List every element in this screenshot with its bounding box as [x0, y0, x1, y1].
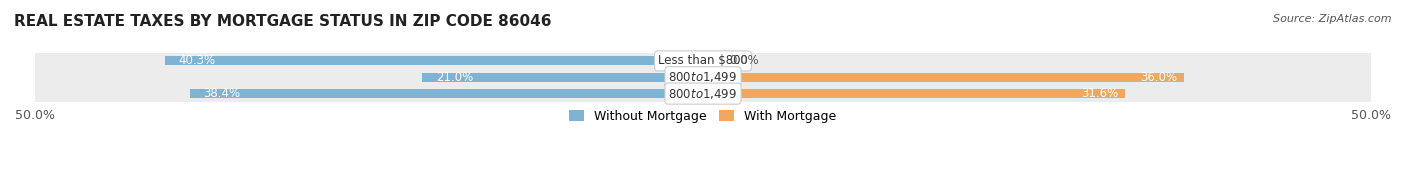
Bar [422, 73, 703, 82]
Bar [703, 89, 1125, 98]
Text: 40.3%: 40.3% [179, 54, 215, 67]
Text: REAL ESTATE TAXES BY MORTGAGE STATUS IN ZIP CODE 86046: REAL ESTATE TAXES BY MORTGAGE STATUS IN … [14, 14, 551, 29]
Text: Less than $800: Less than $800 [658, 54, 748, 67]
Text: 31.6%: 31.6% [1081, 87, 1119, 100]
Bar [165, 56, 703, 65]
Bar [190, 89, 703, 98]
Text: Source: ZipAtlas.com: Source: ZipAtlas.com [1274, 14, 1392, 24]
Legend: Without Mortgage, With Mortgage: Without Mortgage, With Mortgage [564, 105, 842, 128]
Bar [35, 53, 1371, 69]
Text: $800 to $1,499: $800 to $1,499 [668, 87, 738, 101]
Bar [703, 73, 1184, 82]
Text: 21.0%: 21.0% [436, 71, 472, 84]
Text: 38.4%: 38.4% [204, 87, 240, 100]
Text: $800 to $1,499: $800 to $1,499 [668, 70, 738, 84]
Text: 36.0%: 36.0% [1140, 71, 1177, 84]
Text: 0.0%: 0.0% [730, 54, 759, 67]
Bar [35, 85, 1371, 102]
Bar [35, 69, 1371, 86]
